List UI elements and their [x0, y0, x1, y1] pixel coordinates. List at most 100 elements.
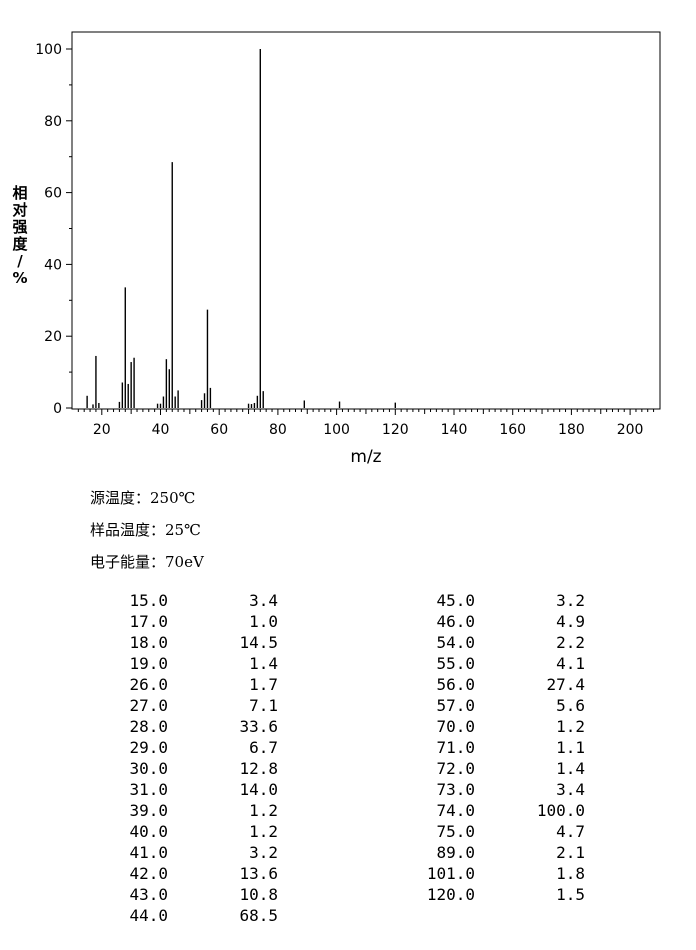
peak-intensity: 1.4: [556, 759, 585, 778]
peak-row: 56.0 27.4: [405, 674, 585, 695]
peak-intensity: 3.4: [556, 780, 585, 799]
peak-intensity: 1.2: [556, 717, 585, 736]
sample-temperature: 样品温度：25℃: [90, 521, 201, 539]
peak-mz: 71.0: [436, 738, 475, 757]
peak-intensity: 27.4: [546, 675, 585, 694]
peak-intensity: 4.1: [556, 654, 585, 673]
plot-frame: [71, 31, 661, 410]
peak-row: 101.0 1.8: [405, 863, 585, 884]
peak-intensity: 3.2: [249, 843, 278, 862]
peak-row: 74.0 100.0: [405, 800, 585, 821]
peak-row: 15.0 3.4: [98, 590, 278, 611]
peak-intensity: 4.7: [556, 822, 585, 841]
peak-row: 75.0 4.7: [405, 821, 585, 842]
peak-intensity: 1.0: [249, 612, 278, 631]
y-tick-label: 20: [44, 329, 62, 345]
peak-mz: 18.0: [129, 633, 168, 652]
peak-intensity: 1.4: [249, 654, 278, 673]
y-tick-label: 80: [44, 114, 62, 130]
peak-row: 28.0 33.6: [98, 716, 278, 737]
peak-mz: 120.0: [426, 885, 475, 904]
peak-intensity: 1.8: [556, 864, 585, 883]
electron-energy: 电子能量：70eV: [90, 553, 204, 571]
peak-mz: 75.0: [436, 822, 475, 841]
peak-mz: 31.0: [129, 780, 168, 799]
y-axis-label-char: %: [12, 269, 27, 287]
peak-row: 44.0 68.5: [98, 905, 278, 926]
peak-row: 41.0 3.2: [98, 842, 278, 863]
peak-mz: 46.0: [436, 612, 475, 631]
peak-row: 17.0 1.0: [98, 611, 278, 632]
peak-mz: 27.0: [129, 696, 168, 715]
peak-mz: 57.0: [436, 696, 475, 715]
peak-mz: 54.0: [436, 633, 475, 652]
peak-intensity: 12.8: [239, 759, 278, 778]
peak-intensity: 6.7: [249, 738, 278, 757]
y-axis-label: 相对强度/%: [12, 184, 28, 287]
peak-mz: 28.0: [129, 717, 168, 736]
peak-mz: 39.0: [129, 801, 168, 820]
peak-row: 30.0 12.8: [98, 758, 278, 779]
x-minor-ticks: [77, 409, 655, 414]
peak-row: 19.0 1.4: [98, 653, 278, 674]
peak-intensity: 5.6: [556, 696, 585, 715]
peak-table-right: 45.0 3.2 46.0 4.9 54.0 2.2 55.0 4.1 56.0 27.4 57.0…: [405, 590, 585, 905]
peak-intensity: 1.5: [556, 885, 585, 904]
peak-row: 120.0 1.5: [405, 884, 585, 905]
peak-row: 40.0 1.2: [98, 821, 278, 842]
peak-row: 54.0 2.2: [405, 632, 585, 653]
peak-intensity: 2.1: [556, 843, 585, 862]
peak-row: 26.0 1.7: [98, 674, 278, 695]
y-tick-label: 60: [44, 186, 62, 202]
x-axis: 20 40 60 80 100 120 140 160 180 200: [93, 409, 644, 438]
peak-row: 29.0 6.7: [98, 737, 278, 758]
x-tick-label: 120: [382, 422, 409, 438]
peak-row: 39.0 1.2: [98, 800, 278, 821]
peak-row: 55.0 4.1: [405, 653, 585, 674]
peak-mz: 89.0: [436, 843, 475, 862]
peak-row: 71.0 1.1: [405, 737, 585, 758]
peak-mz: 101.0: [426, 864, 475, 883]
peak-mz: 40.0: [129, 822, 168, 841]
peak-row: 73.0 3.4: [405, 779, 585, 800]
peak-intensity: 1.2: [249, 822, 278, 841]
peak-mz: 70.0: [436, 717, 475, 736]
x-tick-label: 140: [441, 422, 468, 438]
peak-row: 31.0 14.0: [98, 779, 278, 800]
y-axis-label-char: /: [17, 252, 23, 270]
peak-row: 42.0 13.6: [98, 863, 278, 884]
peak-mz: 15.0: [129, 591, 168, 610]
peak-row: 72.0 1.4: [405, 758, 585, 779]
peak-row: 89.0 2.1: [405, 842, 585, 863]
y-axis: 0 20 40 60 80 100: [35, 42, 72, 417]
y-axis-label-char: 度: [12, 235, 28, 253]
peak-intensity: 3.2: [556, 591, 585, 610]
peak-intensity: 4.9: [556, 612, 585, 631]
x-tick-label: 200: [617, 422, 644, 438]
y-axis-label-char: 强: [12, 218, 27, 236]
peak-row: 43.0 10.8: [98, 884, 278, 905]
peak-row: 57.0 5.6: [405, 695, 585, 716]
peak-row: 27.0 7.1: [98, 695, 278, 716]
peak-intensity: 1.2: [249, 801, 278, 820]
peak-table-left: 15.0 3.4 17.0 1.0 18.0 14.5 19.0 1.4 26.0 1.7 27.0…: [98, 590, 278, 926]
peak-mz: 19.0: [129, 654, 168, 673]
y-tick-label: 0: [53, 401, 62, 417]
peak-mz: 72.0: [436, 759, 475, 778]
peak-intensity: 7.1: [249, 696, 278, 715]
peak-row: 45.0 3.2: [405, 590, 585, 611]
peak-intensity: 100.0: [536, 801, 585, 820]
peak-intensity: 33.6: [239, 717, 278, 736]
peak-mz: 29.0: [129, 738, 168, 757]
peak-intensity: 14.5: [239, 633, 278, 652]
peak-row: 18.0 14.5: [98, 632, 278, 653]
source-temperature: 源温度：250℃: [90, 489, 196, 507]
x-tick-label: 40: [152, 422, 170, 438]
peak-row: 70.0 1.2: [405, 716, 585, 737]
peak-mz: 56.0: [436, 675, 475, 694]
peak-intensity: 14.0: [239, 780, 278, 799]
peak-mz: 43.0: [129, 885, 168, 904]
peak-mz: 44.0: [129, 906, 168, 925]
peak-intensity: 1.7: [249, 675, 278, 694]
